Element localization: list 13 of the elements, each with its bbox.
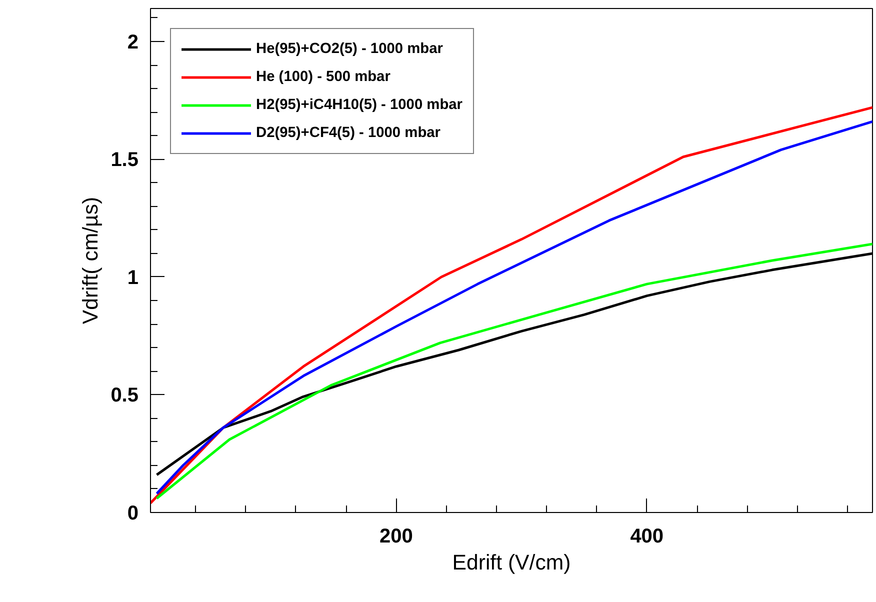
x-tick-label: 400 [630,526,664,548]
legend-label: D2(95)+CF4(5) - 1000 mbar [256,125,440,141]
y-tick-label: 0.5 [110,384,139,407]
y-tick-label: 1 [127,266,138,289]
y-tick-label: 1.5 [110,149,139,172]
y-axis-title: Vdrift( cm/µs) [78,196,103,324]
y-tick-label: 0 [127,502,138,524]
legend-label: H2(95)+iC4H10(5) - 1000 mbar [256,97,463,113]
x-tick-label: 200 [379,526,413,548]
legend-label: He(95)+CO2(5) - 1000 mbar [256,41,443,57]
y-tick-label: 2 [127,31,138,54]
legend-label: He (100) - 500 mbar [256,69,390,85]
x-axis-title: Edrift (V/cm) [452,550,571,574]
